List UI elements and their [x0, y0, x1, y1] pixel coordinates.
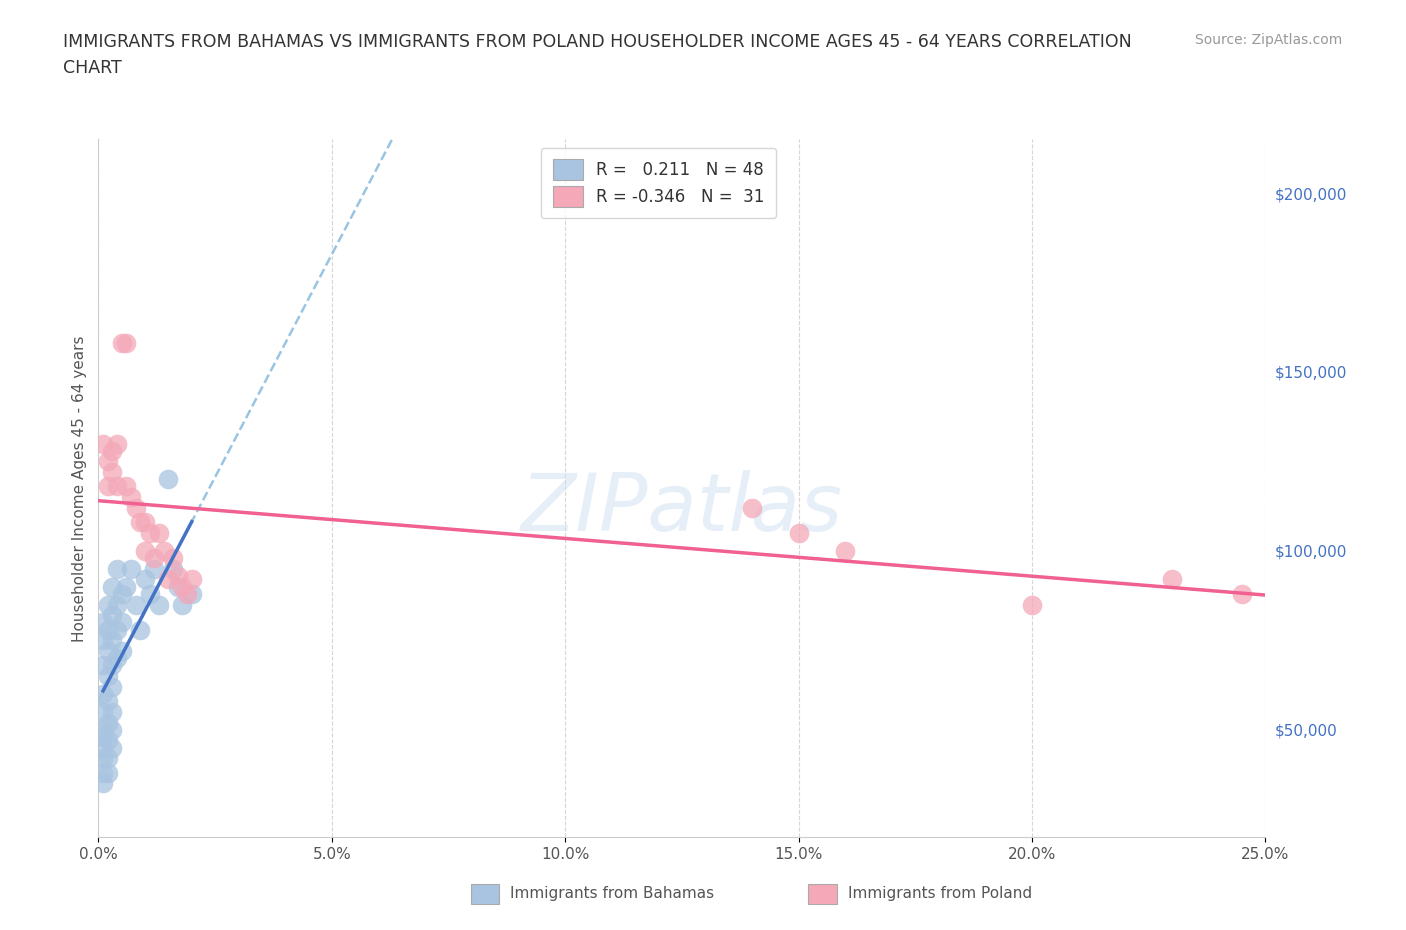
Point [120, 562, 142, 577]
Point [91, 776, 114, 790]
Point [101, 444, 124, 458]
Point [134, 515, 156, 530]
Point [105, 651, 128, 666]
Point [157, 472, 180, 486]
Point [157, 572, 180, 587]
Point [97, 479, 120, 494]
Point [101, 723, 124, 737]
Point [91, 632, 114, 647]
Point [1021, 597, 1043, 612]
Point [105, 597, 128, 612]
Text: Immigrants from Bahamas: Immigrants from Bahamas [510, 886, 714, 901]
Point [115, 336, 138, 351]
Point [101, 608, 124, 623]
Text: IMMIGRANTS FROM BAHAMAS VS IMMIGRANTS FROM POLAND HOUSEHOLDER INCOME AGES 45 - 6: IMMIGRANTS FROM BAHAMAS VS IMMIGRANTS FR… [63, 33, 1132, 77]
Point [129, 515, 152, 530]
Point [143, 562, 166, 577]
Point [134, 572, 156, 587]
Point [91, 658, 114, 672]
Point [101, 740, 124, 755]
Point [97, 644, 120, 658]
Point [111, 644, 134, 658]
Point [97, 669, 120, 684]
Point [91, 436, 114, 451]
Point [152, 543, 174, 558]
Point [172, 597, 194, 612]
Point [105, 479, 128, 494]
Point [101, 632, 124, 647]
Point [166, 579, 188, 594]
Point [162, 551, 184, 565]
Point [115, 579, 138, 594]
Point [105, 562, 128, 577]
Point [91, 723, 114, 737]
Point [111, 615, 134, 630]
Point [101, 579, 124, 594]
Point [1161, 572, 1184, 587]
Point [97, 751, 120, 765]
Point [1230, 586, 1253, 601]
Point [172, 579, 194, 594]
Point [97, 694, 120, 709]
Point [91, 686, 114, 701]
Point [148, 597, 170, 612]
Point [125, 500, 148, 515]
Point [125, 597, 148, 612]
Point [139, 586, 162, 601]
Point [91, 729, 114, 744]
Point [105, 622, 128, 637]
Point [139, 525, 162, 540]
Point [97, 622, 120, 637]
Point [91, 615, 114, 630]
Legend: R =   0.211   N = 48, R = -0.346   N =  31: R = 0.211 N = 48, R = -0.346 N = 31 [541, 148, 776, 219]
Point [787, 525, 810, 540]
Point [741, 500, 763, 515]
Point [101, 679, 124, 694]
Point [97, 454, 120, 469]
Point [101, 658, 124, 672]
Point [180, 586, 202, 601]
Point [115, 479, 138, 494]
Point [91, 765, 114, 780]
Point [101, 465, 124, 480]
Text: ZIPatlas: ZIPatlas [520, 471, 844, 548]
Point [834, 543, 856, 558]
Point [97, 733, 120, 748]
Point [91, 751, 114, 765]
Point [111, 336, 134, 351]
Point [143, 551, 166, 565]
Point [180, 572, 202, 587]
Point [176, 586, 198, 601]
Point [129, 622, 152, 637]
Point [101, 704, 124, 719]
Point [111, 586, 134, 601]
Point [162, 562, 184, 577]
Point [91, 740, 114, 755]
Point [97, 715, 120, 730]
Point [148, 525, 170, 540]
Point [134, 543, 156, 558]
Y-axis label: Householder Income Ages 45 - 64 years: Householder Income Ages 45 - 64 years [72, 335, 87, 642]
Point [120, 490, 142, 505]
Point [91, 704, 114, 719]
Point [105, 436, 128, 451]
Point [97, 765, 120, 780]
Point [166, 568, 188, 583]
Point [97, 597, 120, 612]
Text: Immigrants from Poland: Immigrants from Poland [848, 886, 1032, 901]
Text: Source: ZipAtlas.com: Source: ZipAtlas.com [1195, 33, 1343, 46]
